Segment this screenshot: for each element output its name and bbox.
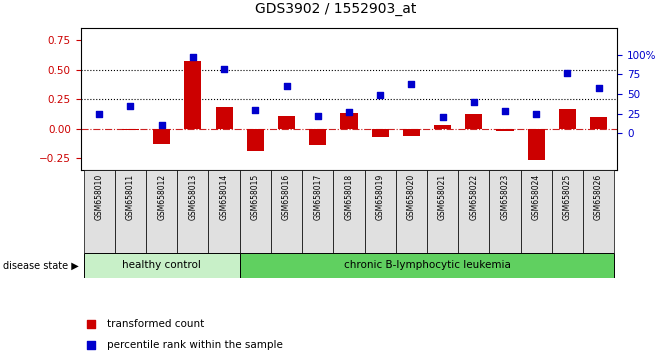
- Text: chronic B-lymphocytic leukemia: chronic B-lymphocytic leukemia: [344, 261, 511, 270]
- FancyBboxPatch shape: [552, 170, 583, 253]
- Text: healthy control: healthy control: [122, 261, 201, 270]
- Text: GSM658024: GSM658024: [531, 174, 541, 220]
- Text: disease state ▶: disease state ▶: [3, 261, 79, 270]
- Bar: [122, 129, 139, 130]
- Point: [441, 56, 452, 62]
- Point: [219, 66, 229, 72]
- Point: [312, 113, 323, 119]
- Text: GSM658019: GSM658019: [376, 174, 384, 220]
- FancyBboxPatch shape: [333, 170, 364, 253]
- Point: [187, 54, 198, 60]
- Text: transformed count: transformed count: [107, 319, 205, 329]
- Text: GSM658022: GSM658022: [469, 174, 478, 220]
- Bar: [372, 129, 389, 137]
- Text: GSM658023: GSM658023: [501, 174, 509, 220]
- Text: percentile rank within the sample: percentile rank within the sample: [107, 340, 283, 350]
- Point: [344, 109, 354, 115]
- Bar: [465, 114, 482, 129]
- Text: GSM658014: GSM658014: [219, 174, 229, 220]
- FancyBboxPatch shape: [240, 170, 271, 253]
- Point: [406, 81, 417, 86]
- FancyBboxPatch shape: [364, 170, 396, 253]
- FancyBboxPatch shape: [84, 170, 115, 253]
- Bar: [247, 129, 264, 151]
- Text: GSM658013: GSM658013: [189, 174, 197, 220]
- Text: GSM658026: GSM658026: [594, 174, 603, 220]
- Bar: [309, 129, 326, 145]
- Bar: [590, 117, 607, 129]
- Point: [531, 111, 541, 116]
- Point: [94, 111, 105, 116]
- FancyBboxPatch shape: [271, 170, 302, 253]
- FancyBboxPatch shape: [240, 253, 614, 278]
- Bar: [278, 116, 295, 129]
- Point: [500, 108, 511, 114]
- Bar: [434, 125, 451, 129]
- FancyBboxPatch shape: [583, 170, 614, 253]
- Text: GSM658021: GSM658021: [438, 174, 447, 220]
- Bar: [527, 129, 545, 160]
- Bar: [403, 129, 420, 136]
- FancyBboxPatch shape: [84, 253, 240, 278]
- Text: GSM658020: GSM658020: [407, 174, 416, 220]
- Point: [441, 245, 452, 250]
- FancyBboxPatch shape: [396, 170, 427, 253]
- Bar: [185, 61, 201, 129]
- Point: [375, 93, 386, 98]
- Point: [125, 103, 136, 109]
- Text: GDS3902 / 1552903_at: GDS3902 / 1552903_at: [255, 2, 416, 16]
- FancyBboxPatch shape: [489, 170, 521, 253]
- Point: [468, 99, 479, 104]
- FancyBboxPatch shape: [521, 170, 552, 253]
- Point: [281, 83, 292, 89]
- FancyBboxPatch shape: [458, 170, 489, 253]
- Text: GSM658016: GSM658016: [282, 174, 291, 220]
- Bar: [153, 129, 170, 144]
- FancyBboxPatch shape: [146, 170, 177, 253]
- Text: GSM658017: GSM658017: [313, 174, 322, 220]
- Point: [437, 115, 448, 120]
- FancyBboxPatch shape: [302, 170, 333, 253]
- Text: GSM658011: GSM658011: [126, 174, 135, 220]
- Point: [156, 122, 167, 128]
- Bar: [215, 107, 233, 129]
- Point: [593, 86, 604, 91]
- Point: [250, 107, 260, 113]
- Point: [562, 70, 573, 75]
- Text: GSM658012: GSM658012: [157, 174, 166, 220]
- FancyBboxPatch shape: [177, 170, 209, 253]
- Text: GSM658010: GSM658010: [95, 174, 104, 220]
- Text: GSM658018: GSM658018: [344, 174, 354, 220]
- Bar: [559, 109, 576, 129]
- FancyBboxPatch shape: [209, 170, 240, 253]
- Bar: [340, 113, 358, 129]
- Text: GSM658025: GSM658025: [563, 174, 572, 220]
- Text: GSM658015: GSM658015: [251, 174, 260, 220]
- FancyBboxPatch shape: [115, 170, 146, 253]
- Bar: [497, 129, 513, 131]
- FancyBboxPatch shape: [427, 170, 458, 253]
